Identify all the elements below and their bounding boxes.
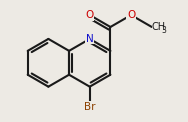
Text: Br: Br: [84, 102, 96, 112]
Text: O: O: [86, 10, 94, 20]
Text: N: N: [86, 34, 94, 44]
Text: O: O: [127, 10, 135, 20]
Text: 3: 3: [161, 25, 166, 35]
Text: CH: CH: [152, 22, 166, 32]
